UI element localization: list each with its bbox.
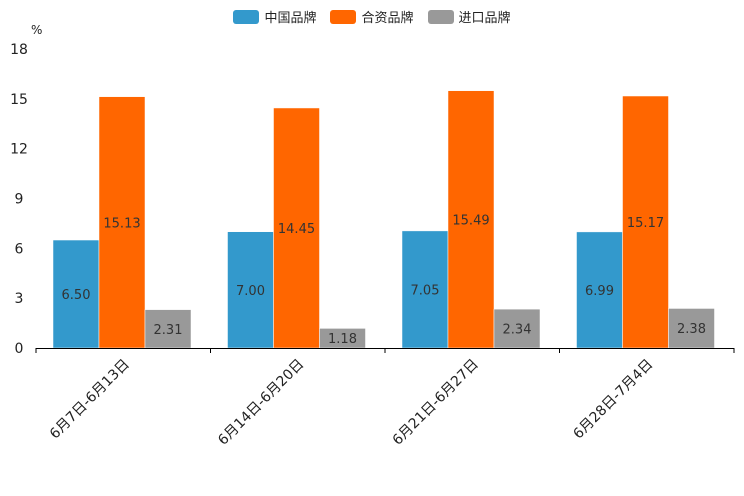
legend-label-jv: 合资品牌 — [361, 11, 414, 26]
bar[interactable] — [227, 231, 274, 349]
data-label: 7.00 — [236, 284, 265, 299]
data-label: 1.18 — [328, 332, 357, 347]
data-label: 2.38 — [677, 322, 706, 337]
data-label: 2.31 — [154, 323, 183, 338]
bar[interactable] — [52, 239, 100, 349]
data-label: 15.49 — [452, 213, 489, 228]
y-tick-label: 9 — [15, 192, 24, 208]
chart-legend: 中国品牌 合资品牌 进口品牌 — [0, 7, 744, 26]
bar[interactable] — [98, 96, 146, 349]
legend-label-import: 进口品牌 — [458, 11, 511, 26]
data-label: 6.99 — [585, 284, 614, 299]
data-label: 7.05 — [411, 283, 440, 298]
legend-item-jv[interactable]: 合资品牌 — [330, 7, 414, 26]
x-tick-label: 6月7日-6月13日 — [47, 356, 133, 442]
bar[interactable] — [622, 95, 669, 349]
data-label: 2.34 — [503, 323, 532, 338]
y-tick-label: 15 — [10, 92, 28, 108]
y-tick-label: 0 — [15, 341, 24, 357]
bar[interactable] — [493, 308, 541, 349]
y-tick-label: 12 — [10, 142, 28, 158]
legend-label-china: 中国品牌 — [264, 11, 317, 26]
y-tick-label: 6 — [15, 241, 24, 257]
x-tick-label: 6月21日-6月27日 — [390, 356, 482, 448]
legend-swatch-china — [233, 9, 260, 24]
y-axis-unit-label: % — [31, 23, 42, 37]
legend-swatch-import — [427, 9, 454, 24]
data-label: 6.50 — [62, 288, 91, 303]
x-tick-label: 6月14日-6月20日 — [215, 356, 307, 448]
legend-swatch-jv — [330, 9, 357, 24]
data-label: 15.17 — [627, 216, 664, 231]
bar[interactable] — [576, 231, 623, 349]
data-label: 15.13 — [103, 216, 140, 231]
bar[interactable] — [668, 308, 715, 349]
bar[interactable] — [447, 90, 495, 349]
bar[interactable] — [273, 107, 320, 349]
y-tick-label: 3 — [15, 291, 24, 307]
data-label: 14.45 — [278, 222, 315, 237]
y-tick-label: 18 — [10, 42, 28, 58]
legend-item-import[interactable]: 进口品牌 — [427, 7, 511, 26]
x-tick-label: 6月28日-7月4日 — [570, 356, 656, 442]
legend-item-china[interactable]: 中国品牌 — [233, 7, 316, 26]
